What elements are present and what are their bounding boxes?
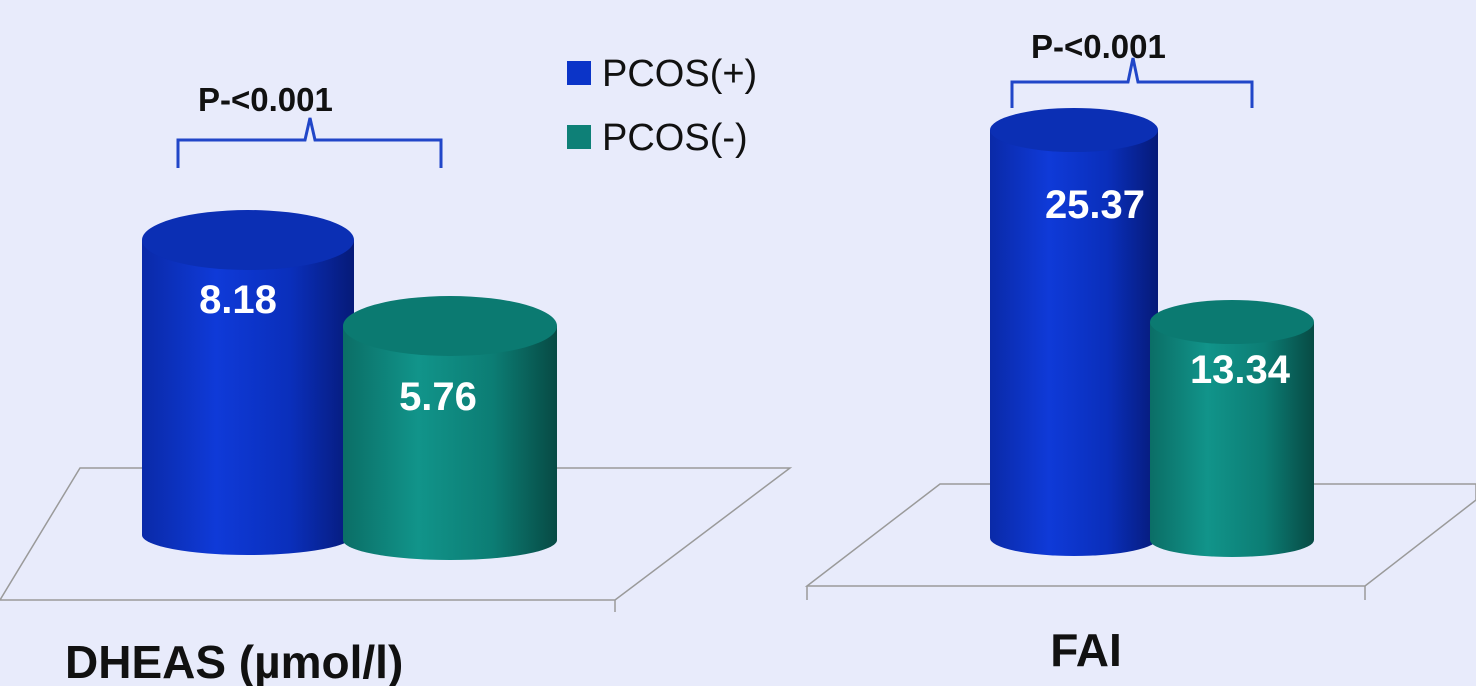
bar-fai-pcos-pos xyxy=(990,108,1158,556)
bar-dheas-pcos-neg xyxy=(343,296,557,560)
p-value-annotation: P-<0.001 xyxy=(198,81,333,118)
data-label: 13.34 xyxy=(1190,348,1291,392)
x-axis-label: FAI xyxy=(1050,624,1122,676)
legend-swatch xyxy=(567,125,591,149)
legend-label: PCOS(-) xyxy=(602,117,748,159)
bar-fai-pcos-neg xyxy=(1150,300,1314,557)
bar-dheas-pcos-pos xyxy=(142,210,354,555)
data-label: 25.37 xyxy=(1045,183,1145,227)
data-label: 8.18 xyxy=(199,278,277,322)
significance-bracket xyxy=(1010,57,1254,108)
legend-label: PCOS(+) xyxy=(602,53,757,95)
floor-right xyxy=(804,483,1476,600)
x-axis-label: DHEAS (µmol/l) xyxy=(65,636,403,686)
p-value-annotation: P-<0.001 xyxy=(1031,28,1166,65)
legend: PCOS(+) PCOS(-) xyxy=(567,53,757,159)
data-label: 5.76 xyxy=(399,375,477,419)
floor-left xyxy=(0,467,793,612)
legend-swatch xyxy=(567,61,591,85)
significance-bracket xyxy=(176,117,443,168)
